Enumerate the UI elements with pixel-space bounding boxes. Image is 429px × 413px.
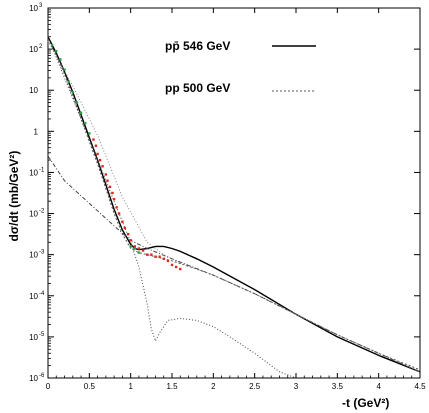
y-tick-exponent-7: -4 (39, 291, 45, 297)
y-tick-exponent-5: -2 (39, 209, 45, 215)
data-point-red (179, 267, 182, 271)
data-point-green (79, 111, 83, 115)
y-tick-label-0: 10 (29, 4, 38, 13)
y-axis-label: dσ/dt (mb/GeV²) (7, 151, 21, 242)
data-point-red (111, 191, 114, 195)
y-tick-exponent-4: -1 (39, 167, 45, 173)
y-tick-exponent-1: 2 (39, 44, 43, 50)
x-tick-label-7: 3.5 (332, 382, 344, 391)
data-point-red (94, 144, 98, 147)
data-point-green (55, 49, 58, 53)
x-tick-label-9: 4.5 (414, 382, 426, 391)
data-point-red (162, 257, 165, 260)
y-tick-label-2: 10 (29, 86, 38, 95)
data-point-green (71, 91, 74, 94)
y-tick-label-4: 10 (29, 168, 38, 177)
data-point-red (117, 212, 121, 215)
data-point-red (137, 247, 141, 250)
y-tick-label-8: 10 (29, 333, 38, 342)
y-tick-label-9: 10 (29, 374, 38, 383)
x-tick-label-3: 1.5 (166, 382, 178, 391)
data-point-red (146, 253, 149, 256)
data-point-red (170, 263, 174, 267)
y-tick-exponent-0: 3 (39, 3, 43, 9)
y-tick-label-5: 10 (29, 210, 38, 219)
data-point-green (50, 43, 54, 47)
data-point-green (137, 251, 141, 254)
y-tick-exponent-6: -3 (39, 250, 45, 256)
data-point-red (96, 152, 99, 156)
legend-label-0: pp̄ 546 GeV (165, 39, 230, 53)
data-point-red (115, 206, 118, 209)
data-point-red (98, 158, 102, 162)
points-layer (50, 43, 182, 271)
data-point-red (129, 239, 132, 242)
data-point-green (63, 68, 66, 71)
data-point-red (123, 226, 127, 230)
series-layer (47, 36, 421, 379)
series-line-3 (47, 155, 421, 373)
plot-frame (47, 7, 421, 379)
data-point-red (92, 138, 95, 141)
data-point-green (75, 101, 79, 104)
data-point-red (126, 232, 130, 236)
x-tick-label-5: 2.5 (249, 382, 261, 391)
data-point-green (88, 132, 91, 135)
y-tick-exponent-8: -5 (39, 332, 45, 338)
x-tick-label-1: 0.5 (84, 382, 96, 391)
series-line-0 (47, 36, 421, 373)
y-tick-label-7: 10 (29, 292, 38, 301)
x-axis-label: -t (GeV²) (342, 396, 389, 410)
y-tick-label-3: 1 (34, 127, 39, 136)
y-tick-label-1: 10 (29, 45, 38, 54)
data-point-green (59, 58, 62, 61)
data-point-green (129, 245, 132, 248)
y-tick-label-6: 10 (29, 251, 38, 260)
legend-label-1: pp 500 GeV (165, 81, 230, 95)
data-point-red (141, 249, 145, 252)
data-point-red (101, 165, 104, 168)
data-point-red (166, 259, 170, 263)
x-tick-label-2: 1 (128, 382, 133, 391)
data-point-red (133, 245, 136, 248)
legend: pp̄ 546 GeV pp 500 GeV (165, 39, 316, 95)
x-tick-label-6: 3 (294, 382, 299, 391)
data-point-red (121, 220, 124, 223)
x-tick-label-0: 0 (46, 382, 51, 391)
data-point-green (133, 247, 136, 250)
y-tick-exponent-9: -6 (39, 373, 45, 379)
data-point-red (106, 179, 109, 182)
data-point-red (158, 255, 161, 258)
x-tick-label-4: 2 (211, 382, 216, 391)
data-point-red (104, 173, 108, 176)
data-point-red (112, 197, 116, 201)
data-point-red (150, 253, 153, 256)
data-point-red (154, 255, 157, 258)
data-point-green (84, 121, 87, 125)
x-tick-label-8: 4 (376, 382, 381, 391)
data-point-red (108, 185, 112, 189)
data-point-green (67, 80, 70, 84)
series-line-4 (47, 40, 421, 373)
series-line-1 (47, 38, 421, 371)
data-point-red (174, 265, 178, 269)
